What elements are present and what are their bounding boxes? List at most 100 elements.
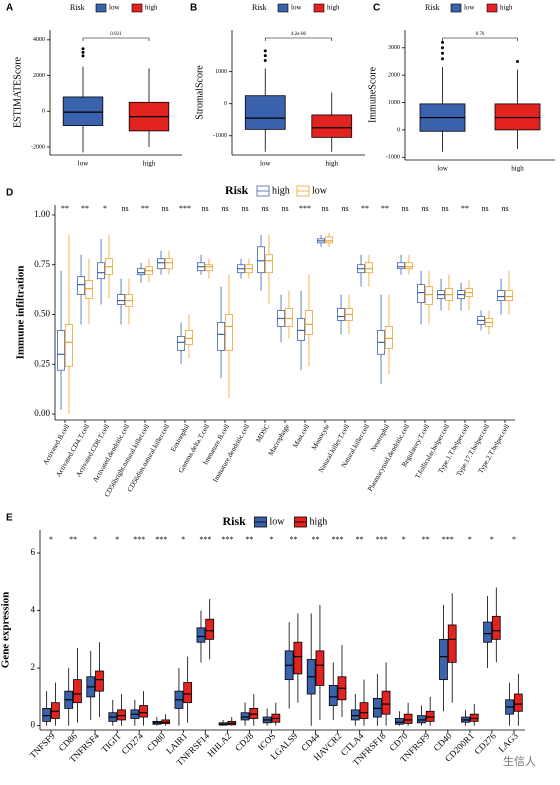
box xyxy=(424,286,433,305)
box xyxy=(513,693,523,712)
outlier xyxy=(441,46,444,50)
legend-swatch xyxy=(486,3,498,13)
legend-title: Risk xyxy=(70,3,85,12)
box xyxy=(350,709,360,721)
x-tick-label: CD274 xyxy=(120,730,146,756)
y-tick-label: 2000 xyxy=(388,73,400,79)
significance: ns xyxy=(341,204,348,213)
y-tick-label: 0 xyxy=(31,720,36,730)
box xyxy=(42,708,52,722)
y-tick-label: 0.75 xyxy=(34,259,50,269)
significance: *** xyxy=(221,535,233,544)
significance: ** xyxy=(361,204,369,213)
significance: ** xyxy=(245,535,253,544)
significance: * xyxy=(512,535,516,544)
significance: *** xyxy=(299,204,311,213)
box xyxy=(139,705,148,718)
p-value: 4.2e-06 xyxy=(291,32,307,37)
x-tick-label: TIGIT xyxy=(99,730,123,754)
panel-letter: B xyxy=(190,3,197,14)
significance: ** xyxy=(141,204,149,213)
x-tick-label: high xyxy=(511,165,524,173)
panel-letter: E xyxy=(6,513,13,524)
box xyxy=(97,262,106,280)
significance: * xyxy=(49,535,53,544)
box xyxy=(137,268,146,276)
outlier xyxy=(441,40,444,44)
y-tick-label: 4 xyxy=(31,605,36,615)
box xyxy=(217,322,226,351)
box xyxy=(117,709,126,721)
y-tick-label: 0 xyxy=(397,127,400,133)
significance: ** xyxy=(312,535,320,544)
x-tick-label: CD276 xyxy=(472,730,498,756)
box xyxy=(177,335,186,351)
p-bracket xyxy=(264,37,333,41)
box xyxy=(77,276,86,295)
significance: ns xyxy=(241,204,248,213)
box xyxy=(359,702,369,719)
box xyxy=(95,670,104,692)
box xyxy=(205,618,215,640)
box xyxy=(304,310,313,335)
outlier xyxy=(263,49,267,53)
y-tick-label: 6 xyxy=(31,547,36,557)
y-tick-label: 0.25 xyxy=(34,358,50,368)
x-tick-label: MDSC xyxy=(254,423,271,444)
outlier xyxy=(516,59,519,63)
box xyxy=(497,290,506,301)
significance: *** xyxy=(155,535,167,544)
significance: ** xyxy=(356,535,364,544)
y-tick-label: -1000 xyxy=(386,155,400,161)
box xyxy=(293,641,303,675)
x-tick-label: Activated.dendritic.cell xyxy=(91,423,131,484)
outlier xyxy=(81,50,85,54)
x-tick-label: TNFSF9 xyxy=(28,730,58,760)
box xyxy=(64,324,73,367)
significance: ns xyxy=(401,204,408,213)
y-tick-label: 2 xyxy=(31,662,36,672)
box xyxy=(447,624,457,663)
significance: ns xyxy=(481,204,488,213)
legend-swatch xyxy=(277,3,289,13)
significance: ns xyxy=(161,204,168,213)
x-tick-label: Neutrophil xyxy=(369,423,391,453)
y-tick-label: 1000 xyxy=(215,69,227,75)
legend-swatch xyxy=(450,3,462,13)
box xyxy=(324,236,333,244)
box xyxy=(257,246,266,274)
y-axis-label: ImmuneScore xyxy=(367,66,378,123)
box xyxy=(494,103,541,131)
y-axis-label: Gene expression xyxy=(0,592,12,669)
legend-label: low xyxy=(109,4,120,12)
significance: ns xyxy=(321,204,328,213)
outlier xyxy=(263,54,267,58)
significance: * xyxy=(93,535,97,544)
legend-title: Risk xyxy=(225,183,249,197)
x-tick-label: Monocyte xyxy=(310,423,331,452)
y-axis-label: ESTIMATEScore xyxy=(12,56,23,128)
box xyxy=(184,330,193,345)
p-bracket xyxy=(82,37,150,41)
box xyxy=(264,254,273,274)
box xyxy=(469,713,479,722)
x-tick-label: low xyxy=(78,160,89,168)
significance: ns xyxy=(421,204,428,213)
legend-swatch xyxy=(313,3,325,13)
x-tick-label: low xyxy=(437,165,448,173)
box xyxy=(425,710,435,722)
significance: * xyxy=(181,535,185,544)
legend-swatch xyxy=(95,3,107,13)
box xyxy=(204,264,213,272)
box xyxy=(249,708,259,719)
box xyxy=(384,326,393,349)
significance: ns xyxy=(201,204,208,213)
box xyxy=(224,314,233,351)
significance: ns xyxy=(281,204,288,213)
box xyxy=(364,262,373,274)
x-tick-label: high xyxy=(326,160,339,168)
legend-label: high xyxy=(327,4,340,12)
box xyxy=(57,330,66,371)
significance: * xyxy=(115,535,119,544)
